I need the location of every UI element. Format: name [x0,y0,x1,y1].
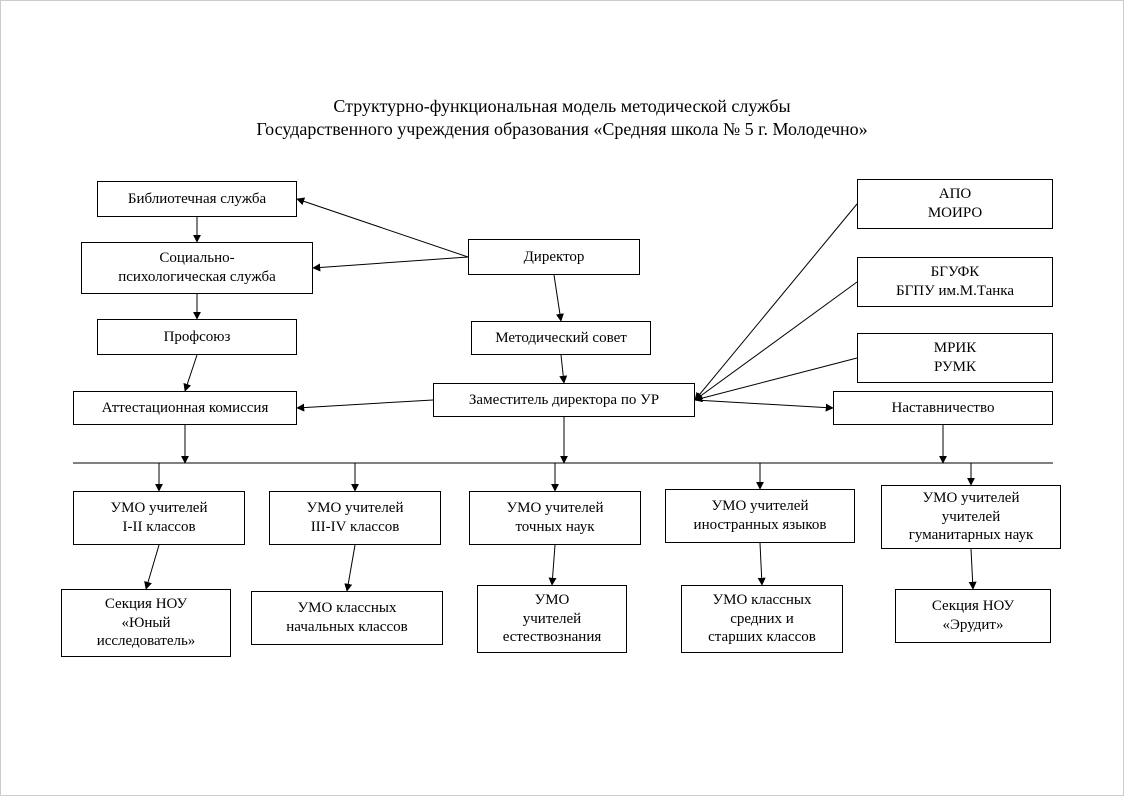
node-mrik: МРИКРУМК [857,333,1053,383]
node-prof: Профсоюз [97,319,297,355]
node-lib: Библиотечная служба [97,181,297,217]
node-kl1: УМО классныхначальных классов [251,591,443,645]
node-sek2: Секция НОУ«Эрудит» [895,589,1051,643]
node-umo2: УМО учителейIII-IV классов [269,491,441,545]
node-nast: Наставничество [833,391,1053,425]
title-line-2: Государственного учреждения образования … [1,119,1123,140]
node-dir: Директор [468,239,640,275]
title-line-1: Структурно-функциональная модель методич… [1,96,1123,117]
diagram-canvas: Структурно-функциональная модель методич… [0,0,1124,796]
node-est: УМОучителейестествознания [477,585,627,653]
node-umo1: УМО учителейI-II классов [73,491,245,545]
node-soc: Социально-психологическая служба [81,242,313,294]
node-umo4: УМО учителейиностранных языков [665,489,855,543]
node-att: Аттестационная комиссия [73,391,297,425]
node-umo3: УМО учителейточных наук [469,491,641,545]
node-umo5: УМО учителейучителейгуманитарных наук [881,485,1061,549]
node-met: Методический совет [471,321,651,355]
node-bgufk: БГУФКБГПУ им.М.Танка [857,257,1053,307]
node-apo: АПОМОИРО [857,179,1053,229]
node-kl2: УМО классныхсредних истарших классов [681,585,843,653]
node-sek1: Секция НОУ«Юныйисследователь» [61,589,231,657]
node-zam: Заместитель директора по УР [433,383,695,417]
